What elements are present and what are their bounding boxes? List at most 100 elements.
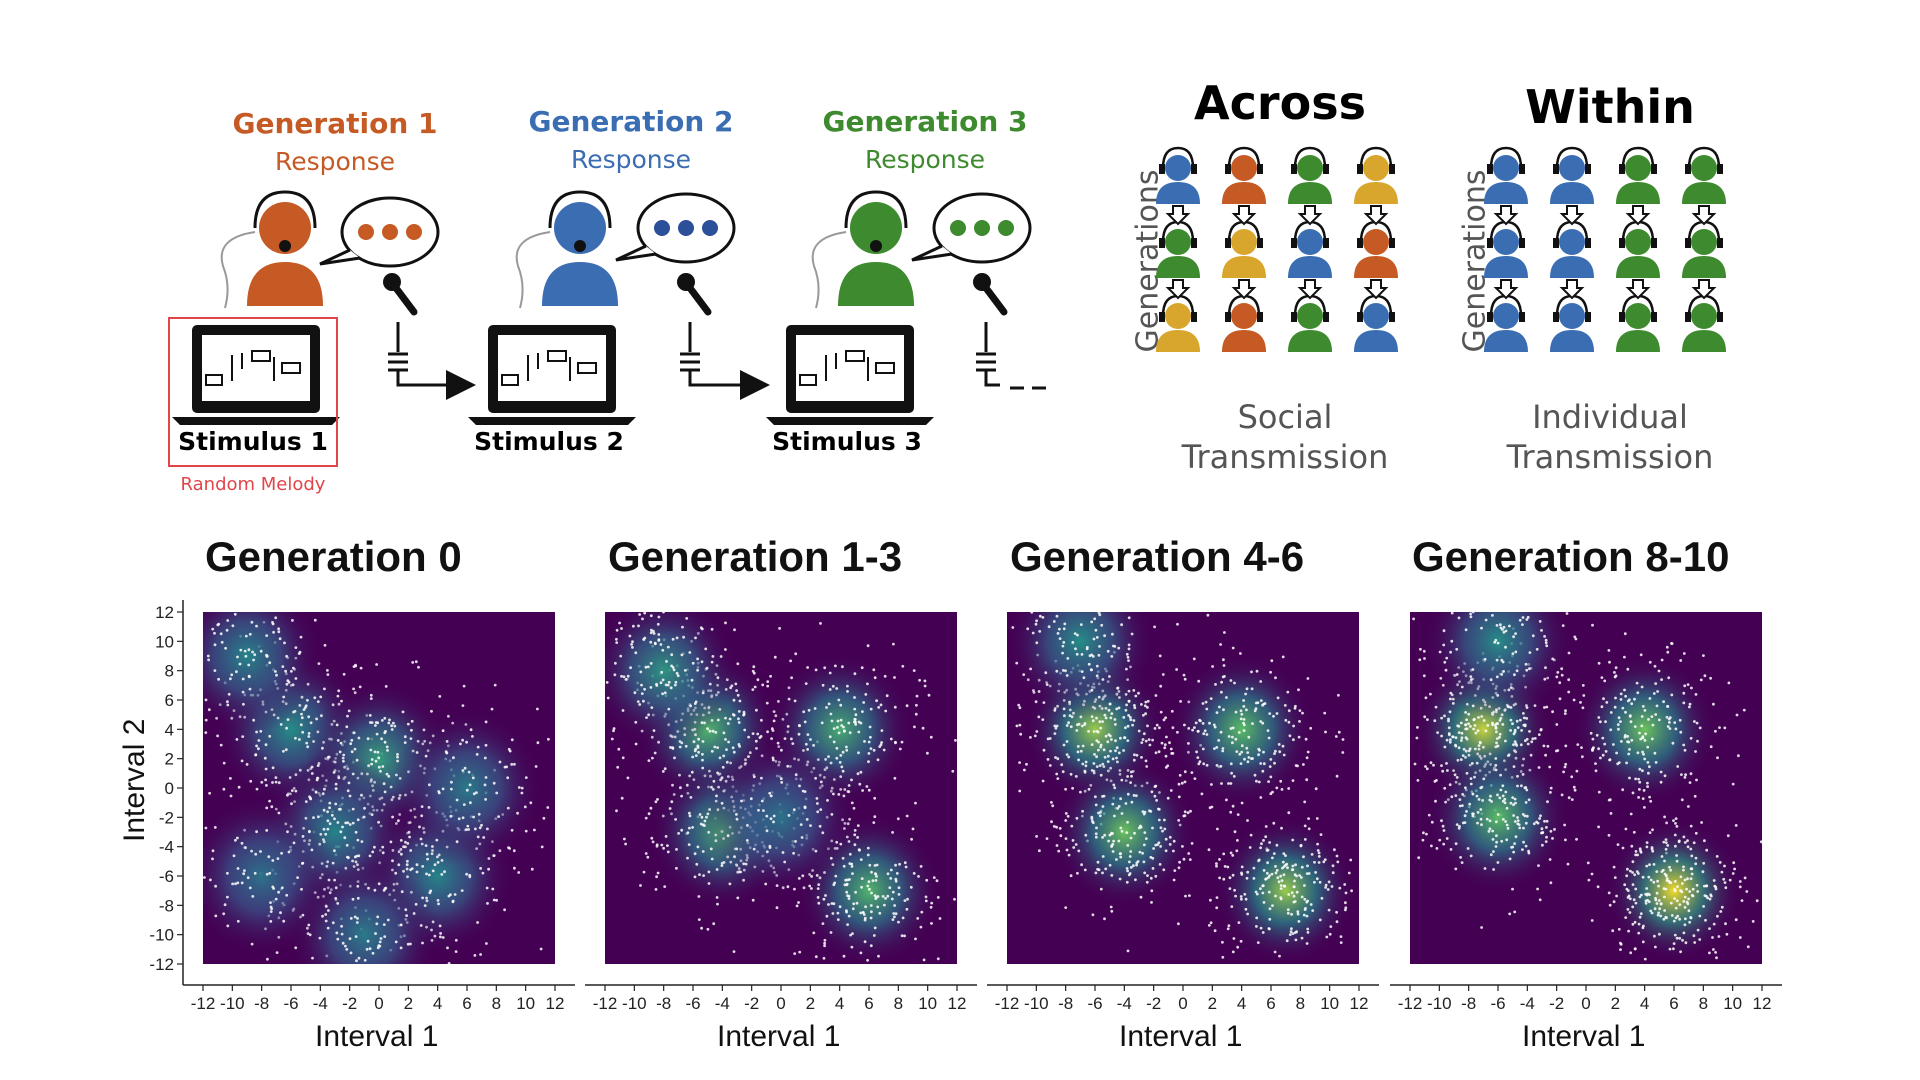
down-arrow-icon <box>1297 205 1323 226</box>
scatter-point <box>1507 754 1510 757</box>
scatter-point <box>427 806 431 809</box>
scatter-point <box>1434 705 1438 709</box>
scatter-point <box>866 853 870 857</box>
scatter-point <box>738 699 742 703</box>
scatter-point <box>1656 913 1660 917</box>
scatter-point <box>1616 723 1620 726</box>
scatter-point <box>687 843 691 846</box>
scatter-point <box>1296 912 1300 916</box>
scatter-point <box>835 746 839 750</box>
scatter-point <box>703 721 706 725</box>
scatter-point <box>1274 749 1277 753</box>
scatter-point <box>356 838 360 842</box>
scatter-point <box>716 746 719 749</box>
scatter-point <box>713 745 717 749</box>
scatter-point <box>795 904 799 908</box>
scatter-point <box>1177 782 1181 786</box>
scatter-point <box>1166 764 1170 768</box>
scatter-point <box>694 636 697 640</box>
scatter-point <box>1231 854 1235 857</box>
scatter-point <box>911 827 915 831</box>
scatter-point <box>1154 751 1158 755</box>
scatter-point <box>1447 719 1450 723</box>
scatter-point <box>661 648 665 652</box>
scatter-point <box>1521 623 1524 626</box>
scatter-point <box>1494 757 1498 760</box>
scatter-point <box>1466 847 1470 850</box>
scatter-point <box>816 810 820 814</box>
scatter-point <box>323 643 327 647</box>
scatter-point <box>1292 885 1296 889</box>
scatter-point <box>342 759 345 763</box>
scatter-point <box>814 776 817 780</box>
scatter-point <box>1213 725 1217 729</box>
scatter-point <box>1506 705 1510 709</box>
scatter-point <box>1609 711 1613 714</box>
scatter-point <box>868 863 872 867</box>
scatter-point <box>1475 761 1479 765</box>
scatter-point <box>1205 763 1209 767</box>
scatter-point <box>369 721 372 724</box>
scatter-point <box>1528 651 1532 654</box>
scatter-point <box>1092 637 1096 641</box>
scatter-point <box>229 777 232 780</box>
scatter-point <box>1239 939 1243 943</box>
scatter-point <box>1104 867 1108 871</box>
scatter-point <box>631 646 634 649</box>
scatter-point <box>1128 715 1132 719</box>
scatter-point <box>1564 709 1567 713</box>
scatter-point <box>1155 799 1158 802</box>
scatter-point <box>747 755 750 758</box>
scatter-point <box>1627 740 1631 744</box>
scatter-point <box>850 862 854 866</box>
scatter-point <box>736 662 740 666</box>
scatter-point <box>803 806 807 810</box>
scatter-point <box>301 862 304 865</box>
scatter-point <box>1154 843 1158 847</box>
scatter-point <box>737 717 740 721</box>
scatter-point <box>1090 815 1094 819</box>
scatter-point <box>1108 675 1111 678</box>
scatter-point <box>1106 754 1110 758</box>
scatter-point <box>1275 786 1279 790</box>
scatter-point <box>1648 831 1652 834</box>
scatter-point <box>269 901 272 904</box>
scatter-point <box>242 702 245 706</box>
scatter-point <box>839 703 843 707</box>
scatter-point <box>1636 853 1639 857</box>
scatter-point <box>1425 832 1428 836</box>
scatter-point <box>1127 873 1131 877</box>
scatter-point <box>1123 736 1127 739</box>
scatter-point <box>816 896 820 899</box>
x-tick-label: -2 <box>1146 994 1161 1013</box>
scatter-point <box>697 918 701 921</box>
scatter-point <box>1095 729 1099 733</box>
scatter-point <box>1228 876 1232 880</box>
scatter-point <box>649 662 653 665</box>
scatter-point <box>929 735 933 739</box>
down-arrow-icon <box>1363 205 1389 226</box>
scatter-point <box>1573 788 1577 792</box>
scatter-point <box>1442 842 1446 846</box>
scatter-point <box>1344 891 1348 895</box>
scatter-point <box>806 748 809 751</box>
scatter-point <box>1429 692 1432 696</box>
scatter-point <box>1459 856 1462 859</box>
scatter-point <box>1344 908 1347 912</box>
scatter-point <box>450 780 453 784</box>
scatter-point <box>381 845 385 849</box>
scatter-point <box>673 683 677 687</box>
scatter-point <box>1253 773 1257 777</box>
scatter-point <box>229 677 232 681</box>
scatter-point <box>771 758 775 762</box>
scatter-point <box>440 873 444 876</box>
scatter-point <box>794 652 798 656</box>
scatter-point <box>421 896 424 900</box>
scatter-point <box>1597 747 1600 751</box>
scatter-point <box>1441 824 1445 828</box>
scatter-point <box>614 661 617 665</box>
scatter-point <box>1081 762 1085 766</box>
scatter-point <box>300 716 304 720</box>
scatter-point <box>715 896 719 899</box>
scatter-point <box>878 745 882 748</box>
